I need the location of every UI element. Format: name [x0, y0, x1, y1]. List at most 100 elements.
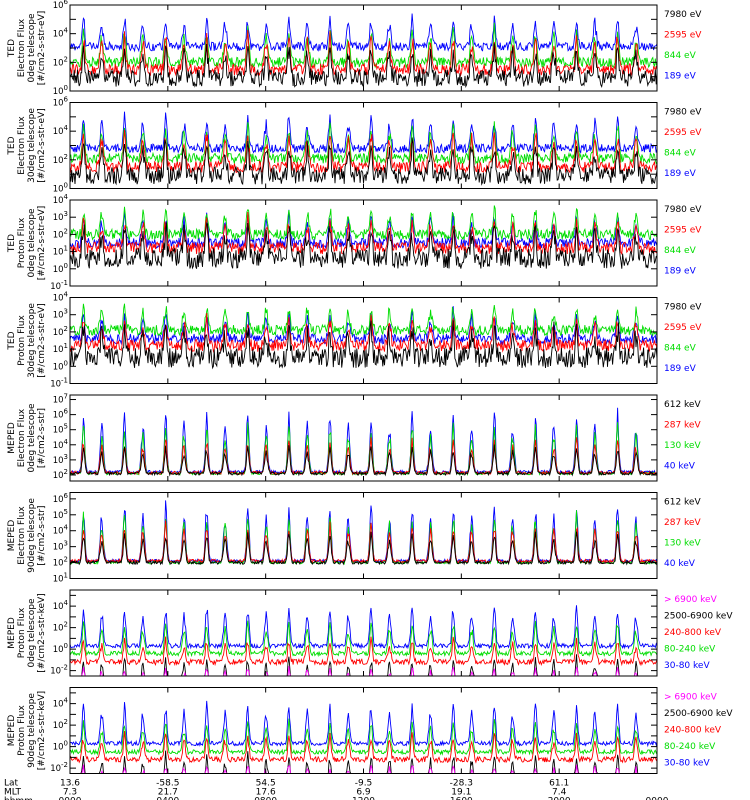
y-axis-title-line: MEPED — [7, 520, 17, 552]
y-axis-title-line: TED — [7, 331, 17, 350]
legend-entry: 2595 eV — [664, 323, 702, 333]
legend-entry: 40 keV — [664, 559, 696, 569]
y-tick-label: 100 — [53, 642, 68, 655]
y-tick-label: 102 — [53, 325, 68, 338]
series-line-meped-p-90-1 — [70, 718, 657, 756]
y-axis-title-line: Electron Flux — [17, 506, 27, 565]
y-tick-label: 104 — [53, 193, 69, 206]
footer-value: 0400 — [156, 797, 179, 800]
series-line-meped-e-0-1 — [70, 422, 657, 476]
y-axis-title-line: Proton Flux — [17, 217, 27, 268]
y-tick-label: 100 — [53, 262, 68, 275]
panel-ted-p-30: 10-1 100 101 102 103 104 TED Proton Flux 30deg t… — [7, 291, 702, 390]
footer-value: -9.5 — [355, 779, 373, 789]
legend-entry: 130 keV — [664, 441, 701, 451]
legend-entry: 189 eV — [664, 169, 697, 179]
series-line-meped-p-90-0 — [70, 700, 657, 748]
y-tick-label: 100 — [53, 182, 68, 195]
y-axis-title-line: 30deg telescope — [27, 108, 37, 183]
legend-entry: 40 keV — [664, 461, 696, 471]
series-line-meped-e-0-2 — [70, 437, 657, 476]
y-axis-title-line: Proton Flux — [17, 705, 27, 756]
legend-entry: 2500-6900 keV — [664, 709, 733, 719]
y-tick-label: 102 — [53, 468, 68, 481]
y-tick-label: 100 — [53, 740, 68, 753]
panel-ted-p-0: 10-1 100 101 102 103 104 TED Proton Flux 0deg te… — [7, 193, 702, 292]
panel-ted-e-0: 100 102 104 106 TED Electron Flux 0deg telesco… — [7, 0, 702, 97]
y-tick-label: 103 — [53, 308, 68, 321]
series-line-ted-p-0-1 — [70, 205, 657, 242]
y-tick-label: 106 — [53, 96, 69, 109]
legend-entry: > 6900 keV — [664, 693, 718, 703]
series-line-meped-p-90-2 — [70, 731, 657, 764]
y-tick-label: 102 — [53, 718, 68, 731]
y-axis-title-line: 0deg telescope — [27, 403, 37, 473]
y-axis-title-line: MEPED — [7, 422, 17, 454]
panels: 100 102 104 106 TED Electron Flux 0deg telesco… — [7, 0, 733, 774]
series-line-ted-p-30-1 — [70, 303, 657, 337]
footer-value: 6.9 — [356, 788, 371, 798]
series-line-ted-e-30-3 — [70, 137, 657, 186]
y-tick-label: 104 — [53, 524, 69, 537]
y-axis-title-line: [#/cm2-s-str-keV] — [37, 691, 47, 770]
y-axis-title-line: Electron Flux — [17, 116, 27, 175]
y-tick-label: 104 — [53, 697, 69, 710]
series-line-meped-e-0-3 — [70, 444, 657, 477]
y-axis-title-line: 90deg telescope — [27, 693, 37, 768]
y-tick-label: 102 — [53, 55, 68, 68]
legend-entry: 80-240 keV — [664, 645, 716, 655]
y-axis-title-line: Proton Flux — [17, 315, 27, 366]
footer-value: 13.6 — [60, 779, 80, 789]
footer-value: 19.1 — [451, 788, 471, 798]
y-tick-label: 10-2 — [50, 664, 68, 677]
legend-entry: 80-240 keV — [664, 742, 716, 752]
legend-entry: 844 eV — [664, 246, 697, 256]
series-line-meped-e-90-3 — [70, 531, 657, 566]
series-line-ted-p-0-3 — [70, 221, 657, 270]
legend-entry: 844 eV — [664, 343, 697, 353]
panel-meped-p-90: 10-2 100 102 104 MEPED Proton Flux 90deg teles… — [7, 687, 733, 774]
y-axis-title-line: TED — [7, 234, 17, 253]
y-axis-title-line: 0deg telescope — [27, 208, 37, 278]
series-line-meped-p-0-2 — [70, 636, 657, 667]
legend-entry: 2500-6900 keV — [664, 612, 733, 622]
footer-value: 7.3 — [63, 788, 77, 798]
legend-entry: 240-800 keV — [664, 628, 722, 638]
footer-value: 0800 — [254, 797, 277, 800]
y-tick-label: 106 — [53, 492, 69, 505]
y-axis-title-line: [#/cm2-s-str] — [37, 408, 47, 468]
panel-meped-e-90: 101 102 103 104 105 106 MEPED Electron Flux 90de… — [7, 492, 701, 585]
y-tick-label: 100 — [53, 84, 68, 97]
footer-value: 7.4 — [552, 788, 567, 798]
y-axis-title-line: MEPED — [7, 617, 17, 649]
series-line-ted-e-0-0 — [70, 13, 657, 53]
series-line-ted-p-30-3 — [70, 320, 657, 370]
y-tick-label: 103 — [53, 210, 68, 223]
y-axis-title-line: 90deg telescope — [27, 498, 37, 573]
y-axis-title-line: [#/cm2-s-str-eV] — [37, 108, 47, 183]
y-tick-label: 105 — [53, 508, 68, 521]
y-tick-label: 101 — [53, 572, 68, 585]
series-line-meped-p-0-0 — [70, 605, 657, 650]
legend-entry: 30-80 keV — [664, 661, 710, 671]
time-axis-footer: Lat 13.6 -58.5 54.5 -9.5 -28.3 61.1 MLT 7.3 21.7 1… — [4, 779, 669, 800]
panel-ted-e-30: 100 102 104 106 TED Electron Flux 30deg telesc… — [7, 96, 702, 195]
footer-value: 61.1 — [549, 779, 569, 789]
footer-value: 0000 — [646, 797, 669, 800]
y-tick-label: 103 — [53, 540, 68, 553]
series-line-meped-e-0-0 — [70, 407, 657, 475]
panel-frame — [69, 492, 658, 579]
legend-entry: 7980 eV — [664, 303, 702, 313]
y-axis-title-line: [#/cm2-s-str-keV] — [37, 593, 47, 672]
series-line-ted-p-0-2 — [70, 211, 657, 256]
y-tick-label: 10-1 — [50, 377, 68, 390]
series-line-ted-e-30-0 — [70, 111, 657, 155]
legend-entry: 7980 eV — [664, 108, 702, 118]
y-tick-label: 107 — [53, 393, 68, 406]
y-tick-label: 10-1 — [50, 279, 68, 292]
series-line-ted-e-30-1 — [70, 121, 657, 166]
footer-value: 21.7 — [158, 788, 178, 798]
y-tick-label: 100 — [53, 359, 68, 372]
legend-entry: 189 eV — [664, 364, 697, 374]
